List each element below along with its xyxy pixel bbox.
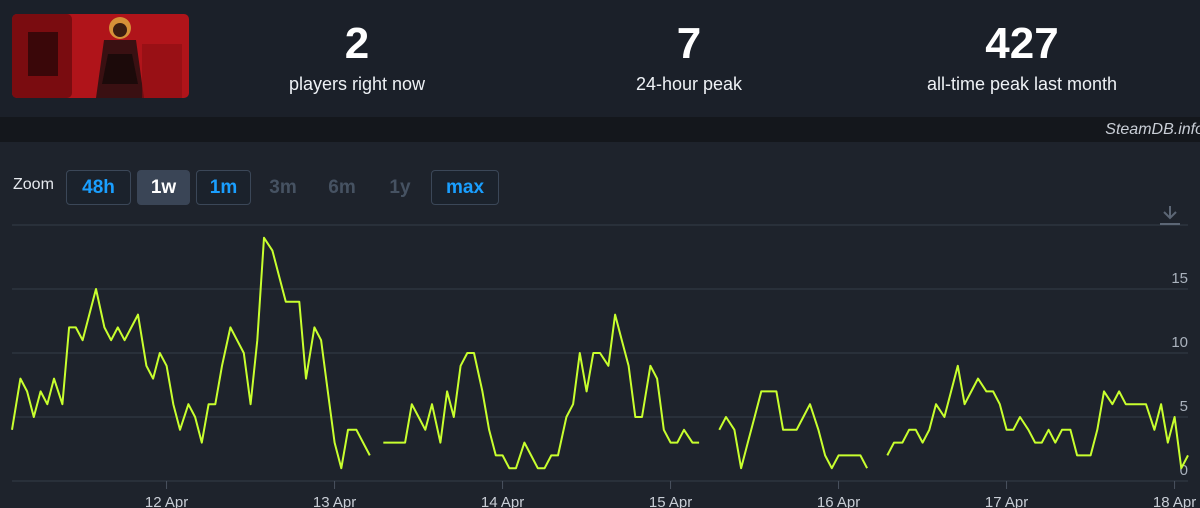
stat-label: all-time peak last month: [926, 74, 1118, 94]
x-tick-label: 16 Apr: [817, 494, 860, 508]
x-tick-label: 13 Apr: [313, 494, 356, 508]
zoom-button[interactable]: 48h: [66, 170, 131, 205]
source-band: SteamDB.info: [0, 117, 1200, 142]
zoom-button: 1y: [389, 177, 411, 198]
x-tick-label: 18 Apr: [1153, 494, 1196, 508]
y-tick-label: 10: [1171, 334, 1188, 351]
y-tick-label: 5: [1180, 398, 1188, 415]
zoom-button: 3m: [269, 177, 297, 198]
x-tick-label: 15 Apr: [649, 494, 692, 508]
stat-label: 24-hour peak: [635, 74, 743, 94]
stat-value: 2: [344, 19, 370, 68]
source-link[interactable]: SteamDB.info: [1105, 121, 1200, 138]
stat: 7 24-hour peak: [539, 18, 839, 96]
x-tick-label: 12 Apr: [145, 494, 188, 508]
data-line: [11, 236, 1189, 470]
stat-label: players right now: [288, 74, 426, 94]
download-icon[interactable]: [1160, 206, 1180, 225]
stat: 2 players right now: [207, 18, 507, 96]
x-tick-label: 14 Apr: [481, 494, 524, 508]
x-tick-label: 17 Apr: [985, 494, 1028, 508]
zoom-button[interactable]: 1m: [196, 170, 251, 205]
zoom-label: Zoom: [13, 176, 54, 193]
zoom-button[interactable]: max: [431, 170, 499, 205]
stat-value: 427: [985, 19, 1059, 68]
y-tick-label: 15: [1171, 270, 1188, 287]
zoom-button[interactable]: 1w: [137, 170, 190, 205]
stat: 427 all-time peak last month: [872, 18, 1172, 96]
game-image[interactable]: [12, 14, 189, 98]
zoom-button: 6m: [328, 177, 356, 198]
header: [0, 0, 1200, 117]
stat-value: 7: [676, 19, 702, 68]
y-tick-label: 0: [1180, 462, 1188, 479]
